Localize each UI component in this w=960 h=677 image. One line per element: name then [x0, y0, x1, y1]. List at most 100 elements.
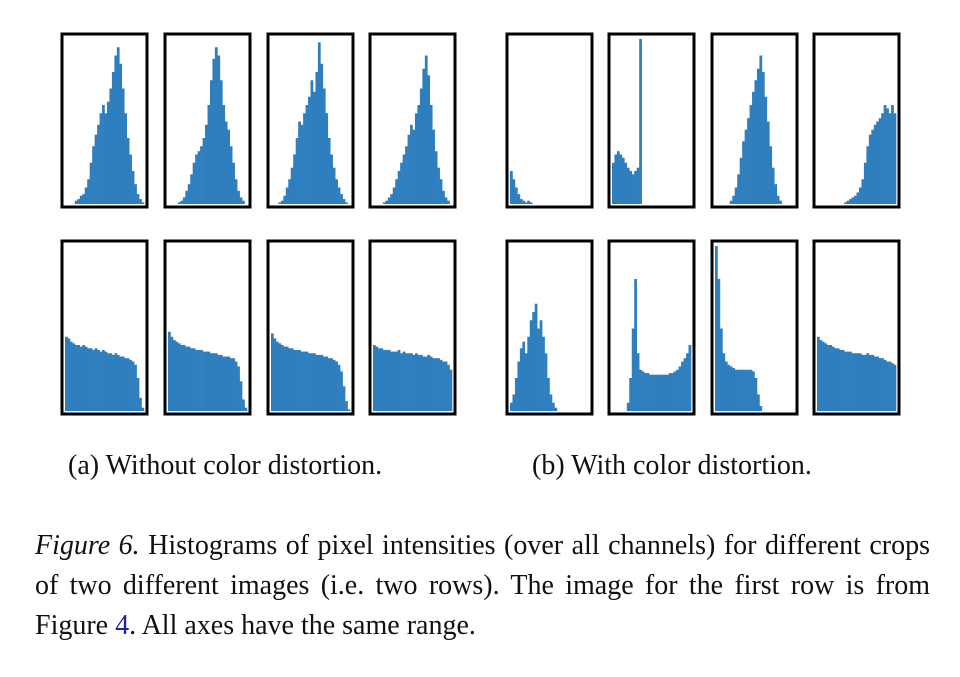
histogram-panel-b-r2c3: [710, 239, 799, 416]
histogram-bar: [434, 151, 438, 204]
histogram-panel-b-r1c3: [710, 32, 799, 209]
histogram-bar: [99, 351, 103, 411]
histogram-bar: [74, 200, 78, 204]
histogram-bar: [524, 202, 528, 204]
histogram-bar: [340, 371, 343, 411]
histogram-bar: [614, 154, 618, 204]
histogram-bar: [126, 138, 130, 204]
histogram-bar: [392, 187, 396, 204]
histogram-bar: [876, 121, 880, 204]
histogram-bar: [373, 345, 376, 411]
histogram-bar: [392, 351, 396, 411]
histogram-bar: [424, 356, 428, 411]
histogram-bar: [779, 200, 782, 204]
histogram-bar: [222, 105, 226, 204]
histogram-bar: [288, 348, 292, 411]
histogram-bar: [308, 353, 311, 411]
histogram-bar: [224, 356, 228, 411]
histogram-bar: [631, 174, 635, 204]
histogram-bar: [109, 353, 113, 411]
histogram-bar: [337, 364, 341, 411]
histogram-bar: [554, 407, 558, 411]
histogram-bar: [429, 105, 433, 204]
histogram-bar: [219, 354, 223, 411]
histogram-bar: [305, 105, 309, 204]
histogram-bar: [893, 113, 897, 204]
histogram-panel-a-r1c1: [60, 32, 149, 209]
histogram-bar: [298, 121, 301, 204]
histogram-bar: [732, 195, 736, 204]
histogram-bar: [529, 202, 533, 204]
histogram-bar: [327, 138, 331, 204]
figure-reference-link[interactable]: 4: [115, 610, 130, 641]
histogram-bar: [65, 336, 68, 411]
histogram-bar: [124, 113, 128, 204]
histogram-bar: [207, 105, 211, 204]
histogram-bar: [136, 194, 140, 204]
histogram-bar: [212, 58, 216, 204]
histogram-bar: [310, 80, 314, 204]
histogram-bar: [305, 351, 309, 411]
histogram-bar: [663, 374, 667, 411]
histogram-bar: [234, 361, 238, 411]
histogram-bar: [327, 358, 331, 411]
histogram-bar: [377, 348, 381, 411]
histogram-bar: [129, 154, 132, 204]
histogram-bar: [180, 345, 184, 411]
histogram-bar: [817, 336, 820, 411]
histogram-bar: [385, 200, 389, 204]
histogram-bar: [858, 187, 862, 204]
histogram-bar: [104, 351, 108, 411]
histogram-bar: [195, 154, 198, 204]
histogram-bar: [237, 366, 240, 411]
histogram-bar: [397, 349, 401, 411]
histogram-bar: [434, 358, 438, 411]
caption-text: Histograms of pixel intensities (over al…: [35, 530, 930, 641]
histogram-bar: [121, 88, 125, 204]
histogram-bar: [626, 402, 630, 411]
histogram-bar: [851, 197, 855, 204]
histogram-bar: [325, 113, 329, 204]
histogram-bar: [891, 105, 894, 204]
histogram-bar: [634, 171, 637, 204]
histogram-bar: [722, 353, 726, 411]
histogram-bar: [873, 356, 877, 411]
histogram-bar: [180, 200, 184, 204]
histogram-bar: [752, 91, 755, 204]
histogram-bar: [278, 202, 282, 204]
histogram-bar: [893, 364, 897, 411]
histogram-bar: [283, 195, 287, 204]
histogram-bar: [402, 351, 406, 411]
histogram-bar: [764, 96, 768, 204]
histogram-bar: [187, 346, 191, 411]
histogram-bar: [192, 162, 196, 204]
histogram-bar: [754, 378, 758, 411]
histogram-bar: [519, 199, 523, 204]
histogram-bar: [653, 374, 657, 411]
histogram-bar: [866, 353, 870, 411]
histogram-bar: [77, 199, 81, 204]
histogram-bar: [686, 353, 689, 411]
histogram-bar: [683, 358, 687, 411]
histogram-bar: [524, 353, 528, 411]
histogram-bar: [517, 361, 521, 411]
histogram-bar: [219, 80, 223, 204]
histogram-frame: [60, 239, 149, 416]
histogram-bar: [214, 353, 218, 411]
histogram-bar: [756, 68, 760, 204]
histogram-bar: [883, 105, 887, 204]
histogram-bar: [141, 407, 145, 411]
histogram-bar: [340, 194, 343, 204]
histogram-bar: [612, 162, 615, 204]
histogram-bar: [400, 353, 403, 411]
histogram-bar: [74, 345, 78, 411]
histogram-bar: [442, 361, 445, 411]
histogram-bar: [405, 146, 408, 204]
histogram-bar: [883, 359, 887, 411]
histogram-bar: [303, 113, 306, 204]
histogram-bar: [185, 190, 189, 204]
histogram-bar: [539, 320, 543, 411]
histogram-bar: [861, 179, 865, 204]
histogram-bar: [212, 353, 216, 411]
histogram-bar: [79, 195, 83, 204]
